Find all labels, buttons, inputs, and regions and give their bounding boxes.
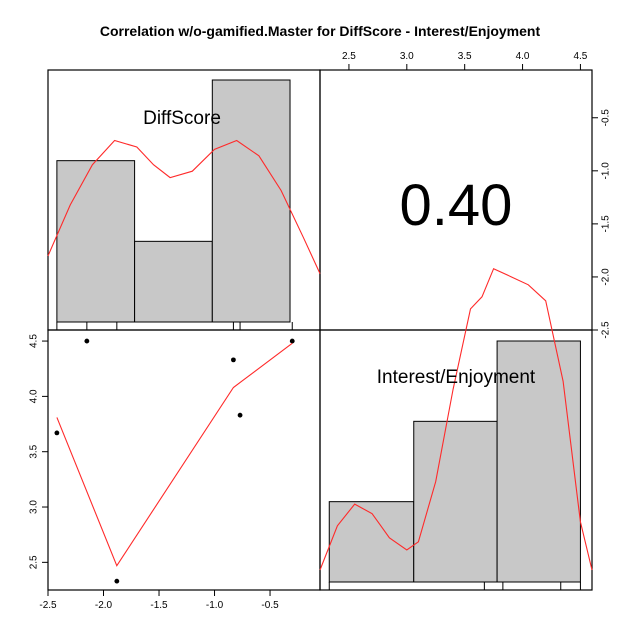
right-axis-tick-label: -0.5 (601, 109, 612, 127)
interest-histogram (319, 267, 593, 590)
diffscore-hist-bar (211, 79, 291, 323)
left-axis-tick-label: 2.5 (29, 555, 40, 569)
left-axis-tick-label: 4.0 (29, 389, 40, 403)
left-axis-tick-label: 3.5 (29, 444, 40, 458)
interest-label: Interest/Enjoyment (377, 367, 536, 388)
scatter-point (289, 338, 295, 344)
top-axis-tick-label: 4.5 (573, 51, 587, 62)
scatter-point (84, 338, 90, 344)
right-axis-tick-label: -1.5 (601, 215, 612, 233)
scatter-smoother-line (56, 342, 293, 567)
top-axis-tick-label: 3.0 (400, 51, 414, 62)
scatter-point (114, 578, 120, 584)
left-axis-tick-label: 3.0 (29, 500, 40, 514)
interest-hist-bar (328, 501, 415, 583)
scatter-point (54, 430, 60, 436)
bottom-axis-tick-label: -2.5 (39, 600, 57, 611)
bottom-axis-tick-label: -1.0 (206, 600, 224, 611)
panel-scatter-frame (47, 329, 321, 591)
bottom-axis-tick-label: -1.5 (150, 600, 168, 611)
top-axis-tick-label: 3.5 (458, 51, 472, 62)
diffscore-hist-bar (56, 160, 136, 323)
scatter-point (231, 357, 236, 363)
diffscore-histogram (47, 79, 321, 330)
bottom-axis-tick-label: -0.5 (261, 600, 279, 611)
interest-hist-bar (413, 420, 498, 583)
diffscore-density-curve (47, 139, 321, 274)
bottom-axis-tick-label: -2.0 (95, 600, 113, 611)
scatter-panel (54, 338, 295, 584)
top-axis-tick-label: 2.5 (342, 51, 356, 62)
top-axis-tick-label: 4.0 (516, 51, 530, 62)
left-axis-tick-label: 4.5 (29, 334, 40, 348)
diffscore-hist-bar (134, 240, 213, 323)
right-axis-tick-label: -2.5 (601, 321, 612, 339)
right-axis-tick-label: -1.0 (601, 162, 612, 180)
scatter-point (237, 412, 243, 418)
axes: -2.5 -2.0 -1.5 -1.0 -0.5 2.5 3.0 3.5 4.0 4.5 2.5 3.… (29, 51, 612, 611)
right-axis-tick-label: -2.0 (601, 268, 612, 286)
panel-interest-frame (319, 329, 593, 591)
interest-density-curve (319, 267, 593, 571)
diffscore-label: DiffScore (143, 108, 221, 129)
interest-hist-bar (496, 340, 581, 583)
correlation-value: 0.40 (400, 173, 513, 238)
chart-title: Correlation w/o-gamified.Master for Diff… (100, 23, 541, 39)
